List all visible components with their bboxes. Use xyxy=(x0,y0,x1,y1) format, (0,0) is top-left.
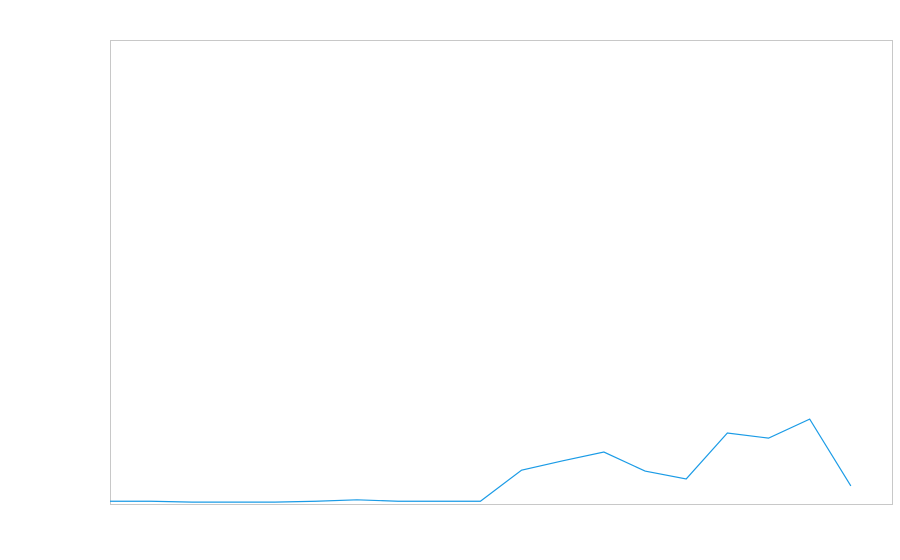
line xyxy=(110,418,852,503)
plot-frame xyxy=(110,40,893,505)
